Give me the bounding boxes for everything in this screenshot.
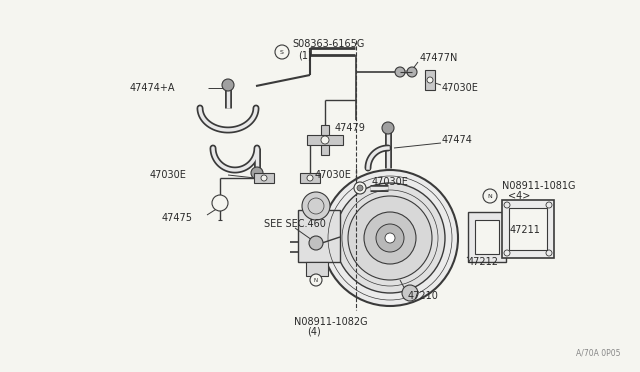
- Circle shape: [307, 175, 313, 181]
- Circle shape: [261, 175, 267, 181]
- Circle shape: [309, 236, 323, 250]
- Circle shape: [322, 170, 458, 306]
- Text: (1): (1): [298, 51, 312, 61]
- Circle shape: [382, 122, 394, 134]
- Bar: [254, 173, 274, 183]
- Text: 47030E: 47030E: [150, 170, 187, 180]
- Bar: [306, 262, 328, 276]
- Circle shape: [321, 136, 329, 144]
- Bar: [321, 145, 329, 155]
- Text: S: S: [280, 49, 284, 55]
- Text: 47210: 47210: [408, 291, 439, 301]
- Text: 47479: 47479: [335, 123, 366, 133]
- Text: 47475: 47475: [162, 213, 193, 223]
- Circle shape: [376, 224, 404, 252]
- Text: <4>: <4>: [508, 191, 531, 201]
- Bar: [502, 200, 554, 258]
- Circle shape: [251, 167, 263, 179]
- Circle shape: [310, 274, 322, 286]
- Circle shape: [222, 79, 234, 91]
- Circle shape: [395, 67, 405, 77]
- Text: 47474+A: 47474+A: [130, 83, 175, 93]
- Circle shape: [407, 67, 417, 77]
- Bar: [468, 212, 506, 262]
- Text: 47030E: 47030E: [315, 170, 352, 180]
- Text: N08911-1082G: N08911-1082G: [294, 317, 367, 327]
- Text: S08363-6165G: S08363-6165G: [292, 39, 364, 49]
- Text: N08911-1081G: N08911-1081G: [502, 181, 575, 191]
- Circle shape: [212, 195, 228, 211]
- Text: N: N: [488, 193, 492, 199]
- Bar: [298, 210, 340, 262]
- Text: 47477N: 47477N: [420, 53, 458, 63]
- Bar: [321, 125, 329, 135]
- Text: N: N: [314, 278, 318, 282]
- Circle shape: [385, 233, 395, 243]
- Text: 47030E: 47030E: [372, 177, 409, 187]
- Bar: [509, 208, 547, 250]
- Text: 47212: 47212: [468, 257, 499, 267]
- Circle shape: [364, 212, 416, 264]
- Text: 47211: 47211: [510, 225, 541, 235]
- Circle shape: [427, 77, 433, 83]
- Text: 47474: 47474: [442, 135, 473, 145]
- Circle shape: [348, 196, 432, 280]
- Circle shape: [357, 185, 363, 191]
- Bar: [307, 135, 343, 145]
- Circle shape: [302, 192, 330, 220]
- Circle shape: [335, 183, 445, 293]
- Circle shape: [275, 45, 289, 59]
- Text: A/70A 0P05: A/70A 0P05: [575, 349, 620, 358]
- Circle shape: [402, 285, 418, 301]
- Text: SEE SEC.460: SEE SEC.460: [264, 219, 326, 229]
- Bar: [300, 173, 320, 183]
- Text: 47030E: 47030E: [442, 83, 479, 93]
- Bar: [425, 70, 435, 90]
- Circle shape: [483, 189, 497, 203]
- Circle shape: [354, 182, 366, 194]
- Text: (4): (4): [307, 327, 321, 337]
- Bar: [475, 220, 499, 254]
